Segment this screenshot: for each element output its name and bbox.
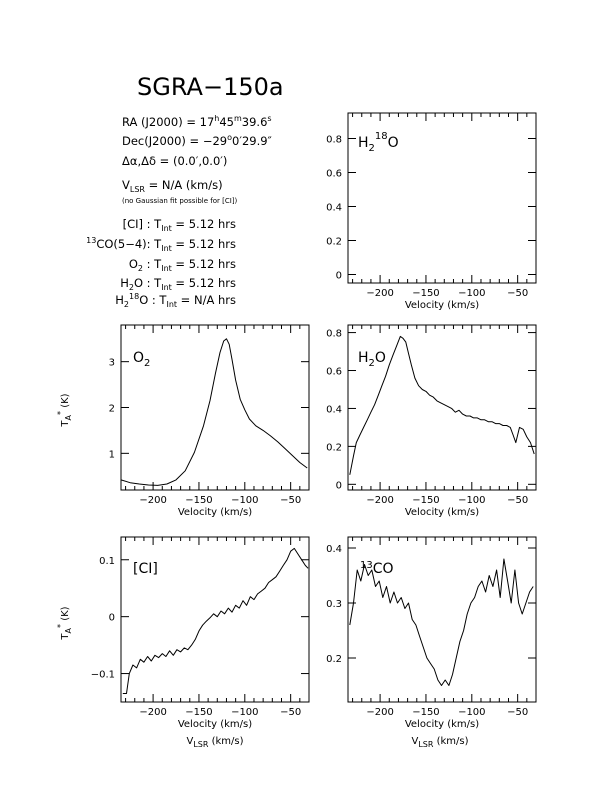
y-tick-label: 0.6 (326, 367, 342, 378)
tint-13co: 13CO(5−4): TInt = 5.12 hrs (86, 236, 236, 253)
y-tick-label: 0.3 (326, 599, 342, 610)
y-tick-label: 0 (109, 613, 115, 624)
info-block: RA (J2000) = 17h45m39.6s Dec(J2000) = −2… (86, 114, 272, 309)
page-title: SGRA−150a (137, 73, 284, 101)
panel-label-ci: [CI] (133, 561, 158, 577)
panel-label-o2: O2 (133, 350, 150, 369)
x-tick-label: −100 (231, 707, 258, 718)
info-vlsr: VLSR = N/A (km/s) (122, 178, 223, 194)
y-tick-label: 3 (109, 358, 115, 369)
y-tick-label: 0.2 (326, 442, 342, 453)
panel-13co: −200 −150 −100 −50 0.2 0.3 0.4 Velocity (km/s) (326, 536, 537, 730)
y-tick-label: 0.2 (326, 237, 342, 248)
panel-h218o: −200 −150 −100 −50 0 0.2 0.4 0.6 0.8 Velocity (km… (326, 112, 537, 311)
tint-o2: O2 : TInt = 5.12 hrs (129, 257, 236, 273)
panel-h2o: −200 −150 −100 −50 0 0.2 0.4 0.6 0.8 Velocity (km… (326, 324, 537, 518)
ylabel-o2: TA* (K) (56, 393, 73, 427)
xlabel2-13co: VLSR (km/s) (411, 736, 468, 749)
tint-h218o: H218O : TInt = N/A hrs (115, 292, 236, 309)
x-tick-label: −50 (280, 495, 301, 506)
info-dec: Dec(J2000) = −29o0′29.9″ (122, 133, 273, 148)
y-tick-label: 0.1 (99, 556, 115, 567)
panel-label-h218o: H218O (358, 131, 399, 154)
plot-frame-h218o (347, 112, 537, 284)
info-ra: RA (J2000) = 17h45m39.6s (122, 114, 272, 129)
x-tick-label: −150 (412, 288, 439, 299)
x-tick-label: −100 (458, 288, 485, 299)
x-tick-label: −200 (139, 495, 166, 506)
x-tick-label: −150 (185, 707, 212, 718)
plot-frame-h2o (347, 324, 537, 491)
x-axis-label-ci: Velocity (km/s) (178, 719, 252, 730)
x-tick-label: −200 (366, 495, 393, 506)
series-line-o2 (120, 338, 308, 486)
panel-label-13co: 13CO (360, 560, 394, 577)
x-tick-label: −100 (458, 495, 485, 506)
plot-frame-13co (347, 536, 537, 703)
x-axis-label-h2o: Velocity (km/s) (405, 507, 479, 518)
y-tick-label: 0.8 (326, 135, 342, 146)
series-line-13co (349, 558, 534, 686)
panel-o2: −200 −150 −100 −50 1 2 3 Velocity (km/s) (109, 324, 310, 518)
x-tick-label: −50 (280, 707, 301, 718)
y-tick-label: 0.4 (326, 404, 342, 415)
tint-h2o: H2O : TInt = 5.12 hrs (120, 276, 236, 292)
y-tick-label: 0.6 (326, 169, 342, 180)
info-note: (no Gaussian fit possible for [CI]) (122, 197, 238, 205)
xlabel2-ci: VLSR (km/s) (186, 736, 243, 749)
y-tick-label: 0 (336, 480, 342, 491)
x-tick-label: −50 (507, 707, 528, 718)
x-tick-label: −150 (412, 707, 439, 718)
x-axis-label-o2: Velocity (km/s) (178, 507, 252, 518)
y-tick-label: 0.8 (326, 329, 342, 340)
x-tick-label: −150 (412, 495, 439, 506)
series-line-ci (122, 547, 309, 694)
panel-label-h2o: H2O (358, 350, 386, 369)
plot-frame-o2 (120, 324, 310, 491)
panel-ci: −200 −150 −100 −50 −0.1 0 0.1 Velocity (km/s) (91, 536, 310, 730)
y-tick-label: 0.2 (326, 654, 342, 665)
y-tick-label: 0 (336, 271, 342, 282)
tint-ci: [CI] : TInt = 5.12 hrs (123, 217, 236, 233)
y-tick-label: 1 (109, 449, 115, 460)
plot-frame-ci (120, 536, 310, 703)
x-tick-label: −50 (507, 288, 528, 299)
x-tick-label: −200 (366, 707, 393, 718)
y-tick-label: 0.4 (326, 203, 342, 214)
x-tick-label: −100 (458, 707, 485, 718)
x-axis-label-13co: Velocity (km/s) (405, 719, 479, 730)
x-tick-label: −100 (231, 495, 258, 506)
ylabel-ci: TA* (K) (56, 606, 73, 640)
x-tick-label: −200 (139, 707, 166, 718)
x-tick-label: −150 (185, 495, 212, 506)
y-tick-label: −0.1 (91, 670, 115, 681)
series-line-h2o (349, 335, 535, 475)
x-tick-label: −200 (366, 288, 393, 299)
x-axis-label-h218o: Velocity (km/s) (405, 300, 479, 311)
y-tick-label: 0.4 (326, 544, 342, 555)
x-tick-label: −50 (507, 495, 528, 506)
y-tick-label: 2 (109, 404, 115, 415)
info-offset: Δα,Δδ = (0.0′,0.0′) (122, 154, 227, 168)
